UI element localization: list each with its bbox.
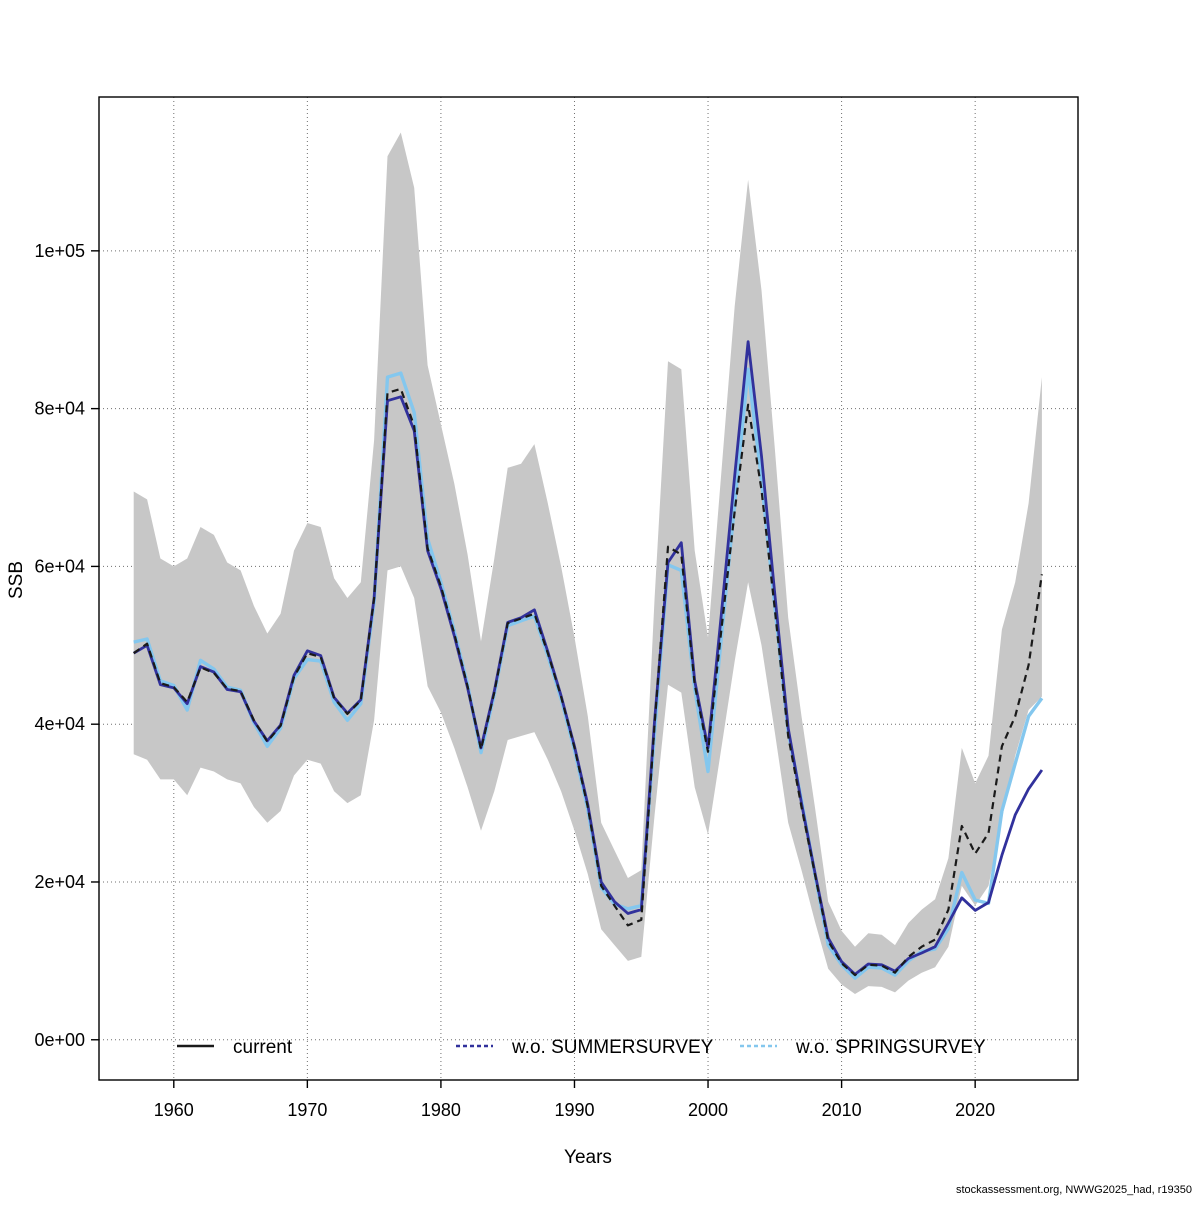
x-axis-title: Years xyxy=(564,1147,612,1168)
axis-tick-labels: 1960 1970 1980 1990 2000 2010 2020 0e+00 2e+04 4e… xyxy=(34,241,995,1120)
x-axis-tick-label: 1960 xyxy=(154,1100,194,1120)
legend-label-springsurvey: w.o. SPRINGSURVEY xyxy=(795,1037,986,1058)
y-axis-tick-label: 8e+04 xyxy=(34,399,85,419)
footer-credit: stockassessment.org, NWWG2025_had, r1935… xyxy=(956,1184,1192,1196)
y-axis-tick-label: 0e+00 xyxy=(34,1030,85,1050)
x-axis-tick-label: 1990 xyxy=(554,1100,594,1120)
legend-label-summersurvey: w.o. SUMMERSURVEY xyxy=(511,1037,714,1058)
y-axis-tick-label: 1e+05 xyxy=(34,241,85,261)
x-axis-tick-label: 1980 xyxy=(421,1100,461,1120)
plot-border xyxy=(98,96,1079,1081)
line-current xyxy=(133,387,1043,977)
x-axis-tick-label: 2020 xyxy=(955,1100,995,1120)
legend-label-current: current xyxy=(233,1037,293,1058)
legend: current w.o. SUMMERSURVEY w.o. SPRINGSUR… xyxy=(177,1037,986,1058)
y-axis-tick-label: 6e+04 xyxy=(34,556,85,576)
axis-ticks xyxy=(91,250,976,1088)
x-axis-tick-label: 1970 xyxy=(287,1100,327,1120)
x-axis-tick-label: 2010 xyxy=(822,1100,862,1120)
y-axis-title: SSB xyxy=(6,561,27,599)
y-axis-tick-label: 2e+04 xyxy=(34,872,85,892)
confidence-band xyxy=(133,132,1042,994)
x-axis-tick-label: 2000 xyxy=(688,1100,728,1120)
y-axis-tick-label: 4e+04 xyxy=(34,714,85,734)
